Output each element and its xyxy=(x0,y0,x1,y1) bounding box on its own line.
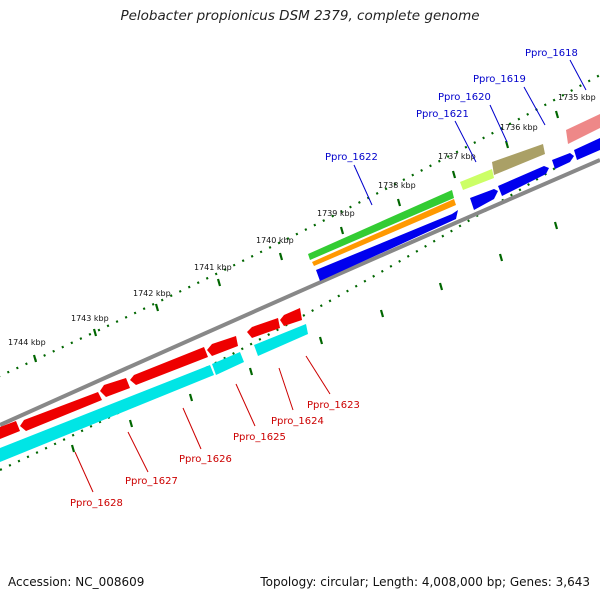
scale-label-1743: 1743 kbp xyxy=(71,314,109,323)
genes-label: Genes: xyxy=(509,575,552,589)
forward-cds-ppro-1619 xyxy=(552,153,574,169)
scale-label-1738: 1738 kbp xyxy=(378,181,416,190)
feature-olive xyxy=(492,144,545,175)
forward-cds-ppro-1622 xyxy=(316,210,458,281)
upper-label-leaders xyxy=(353,59,587,206)
gene-label-ppro-1628[interactable]: Ppro_1628 xyxy=(70,498,123,509)
gene-label-ppro-1620[interactable]: Ppro_1620 xyxy=(438,92,491,103)
reverse-cds-ppro-1623b xyxy=(280,308,302,326)
reverse-feature-cyan-2 xyxy=(212,352,244,375)
scale-label-1736: 1736 kbp xyxy=(500,123,538,132)
scale-label-1735: 1735 kbp xyxy=(558,93,596,102)
reverse-cds-ppro-1623a xyxy=(247,318,280,338)
map-title: Pelobacter propionicus DSM 2379, complet… xyxy=(120,8,480,24)
gene-label-ppro-1625[interactable]: Ppro_1625 xyxy=(233,432,286,443)
scale-label-1744: 1744 kbp xyxy=(8,338,46,347)
scale-ticks xyxy=(32,110,560,453)
accession-label: Accession: xyxy=(8,575,72,589)
length-label: Length: xyxy=(372,575,419,589)
reverse-feature-cyan-3 xyxy=(254,324,308,356)
genome-summary: Topology: circular; Length: 4,008,000 bp… xyxy=(260,575,590,589)
forward-cds-ppro-1621 xyxy=(470,189,498,210)
scale-label-1742: 1742 kbp xyxy=(133,289,171,298)
accession-info: Accession: NC_008609 xyxy=(8,575,144,589)
scale-label-1739: 1739 kbp xyxy=(317,209,355,218)
reverse-cds-ppro-1628 xyxy=(0,421,20,439)
genes-value: 3,643 xyxy=(555,575,590,589)
gene-label-ppro-1619[interactable]: Ppro_1619 xyxy=(473,74,526,85)
reverse-cds-ppro-1624 xyxy=(207,336,238,356)
scale-label-1740: 1740 kbp xyxy=(256,236,294,245)
scale-label-1737: 1737 kbp xyxy=(438,152,476,161)
scale-label-1741: 1741 kbp xyxy=(194,263,232,272)
genome-backbone xyxy=(0,158,600,427)
reverse-cds-ppro-1625 xyxy=(130,347,208,385)
gene-label-ppro-1624[interactable]: Ppro_1624 xyxy=(271,416,324,427)
feature-orange xyxy=(312,199,456,266)
reverse-feature-cyan-1 xyxy=(0,365,214,462)
gene-label-ppro-1618[interactable]: Ppro_1618 xyxy=(525,48,578,59)
accession-value: NC_008609 xyxy=(75,575,145,589)
feature-pink xyxy=(566,114,600,144)
gene-label-ppro-1623[interactable]: Ppro_1623 xyxy=(307,400,360,411)
feature-green xyxy=(308,190,454,260)
reverse-cds-ppro-1626 xyxy=(100,378,130,397)
reverse-cds-ppro-1627 xyxy=(20,392,102,431)
lower-label-leaders xyxy=(74,355,331,493)
forward-cds-ppro-1618 xyxy=(574,138,600,160)
outer-tick-ring xyxy=(0,74,600,378)
topology-value: circular xyxy=(320,575,365,589)
topology-label: Topology: xyxy=(260,575,317,589)
gene-label-ppro-1622[interactable]: Ppro_1622 xyxy=(325,152,378,163)
gene-label-ppro-1627[interactable]: Ppro_1627 xyxy=(125,476,178,487)
gene-label-ppro-1626[interactable]: Ppro_1626 xyxy=(179,454,232,465)
feature-lime xyxy=(460,169,494,190)
forward-cds-ppro-1620 xyxy=(498,166,549,196)
length-value: 4,008,000 bp xyxy=(421,575,502,589)
gene-label-ppro-1621[interactable]: Ppro_1621 xyxy=(416,109,469,120)
